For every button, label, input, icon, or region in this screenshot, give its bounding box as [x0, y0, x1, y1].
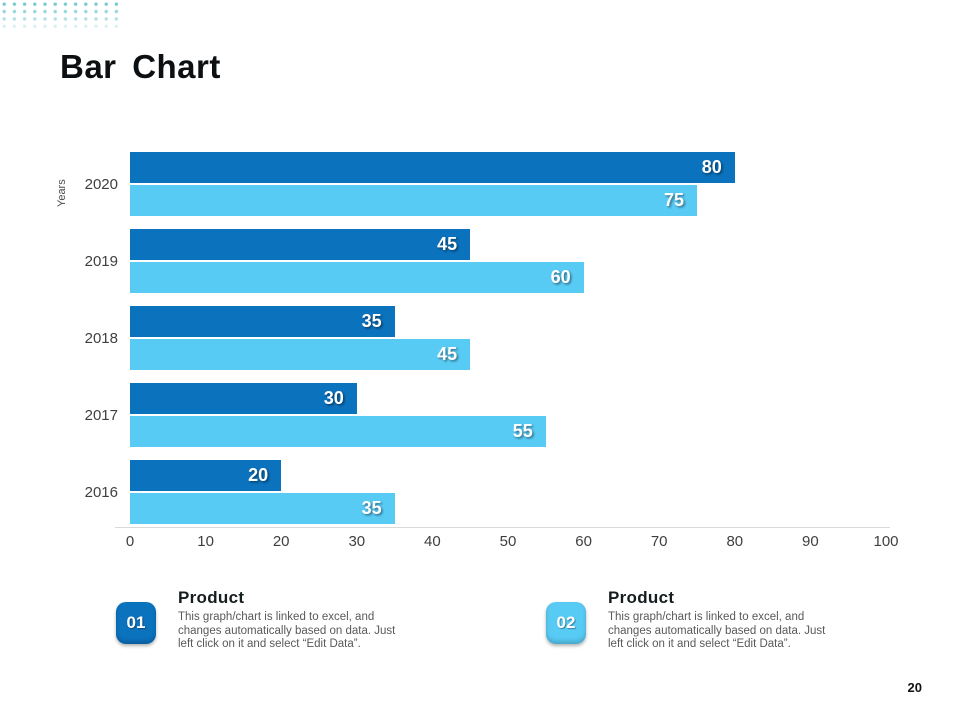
x-tick-label: 0 — [125, 533, 135, 550]
bar-product-01-2016[interactable]: 20 — [130, 460, 282, 491]
x-tick-label: 100 — [873, 533, 899, 550]
x-tick-label: 30 — [348, 533, 366, 550]
x-tick-label: 20 — [272, 533, 290, 550]
x-tick-label: 90 — [802, 533, 819, 550]
page-number: 20 — [907, 680, 922, 695]
legend-title: Product — [178, 588, 245, 607]
legend-title: Product — [608, 588, 675, 607]
bar-group-2017: 2017 30 55 — [60, 383, 900, 447]
bar-product-01-2018[interactable]: 35 — [130, 306, 395, 337]
y-tick-label: 2019 — [84, 252, 118, 270]
bar-group-2020: 2020 80 75 — [60, 152, 900, 216]
bar-value-label: 75 — [663, 190, 684, 210]
bar-value-label: 60 — [550, 267, 571, 287]
bar-product-02-2018[interactable]: 45 — [130, 339, 471, 370]
bar-value-label: 20 — [248, 465, 269, 485]
bar-value-label: 45 — [437, 344, 458, 364]
dots-pattern-decoration — [2, 2, 124, 32]
bar-product-02-2020[interactable]: 75 — [130, 185, 697, 216]
x-tick-label: 80 — [726, 533, 744, 550]
bar-group-2018: 2018 35 45 — [60, 306, 900, 370]
bar-chart[interactable]: Years 2020 80 75 2019 45 60 2018 35 45 2017 30 55 20… — [56, 152, 900, 564]
bar-value-label: 55 — [512, 421, 533, 441]
y-tick-label: 2016 — [84, 483, 118, 501]
bar-product-01-2020[interactable]: 80 — [130, 152, 735, 183]
legend-item-02: 02 Product This graph/chart is linked to e… — [546, 588, 848, 652]
y-tick-label: 2018 — [84, 329, 118, 347]
bar-value-label: 80 — [701, 157, 722, 177]
x-tick-label: 70 — [650, 533, 668, 550]
bar-product-02-2019[interactable]: 60 — [130, 262, 584, 293]
page-title: Bar Chart — [60, 48, 221, 85]
bar-product-01-2019[interactable]: 45 — [130, 229, 471, 260]
bar-value-label: 45 — [437, 234, 458, 254]
x-tick-label: 40 — [424, 533, 441, 550]
x-axis-line — [115, 527, 890, 528]
bar-value-label: 30 — [323, 388, 344, 408]
x-tick-label: 10 — [197, 533, 214, 550]
bar-group-2016: 2016 20 35 — [60, 460, 900, 524]
y-tick-label: 2020 — [84, 175, 118, 193]
bar-value-label: 35 — [361, 311, 382, 331]
legend-number-badge: 02 — [546, 602, 586, 644]
legend-number-badge: 01 — [116, 602, 156, 644]
bar-group-2019: 2019 45 60 — [60, 229, 900, 293]
legend-item-01: 01 Product This graph/chart is linked to e… — [116, 588, 418, 652]
x-tick-label: 50 — [499, 533, 517, 550]
y-tick-label: 2017 — [84, 406, 118, 424]
bar-value-label: 35 — [361, 498, 382, 518]
bar-product-02-2017[interactable]: 55 — [130, 416, 546, 447]
x-tick-label: 60 — [575, 533, 592, 550]
bar-product-01-2017[interactable]: 30 — [130, 383, 357, 414]
legend-description: This graph/chart is linked to excel, and… — [178, 611, 396, 650]
legend-description: This graph/chart is linked to excel, and… — [608, 611, 826, 650]
bar-product-02-2016[interactable]: 35 — [130, 493, 395, 524]
